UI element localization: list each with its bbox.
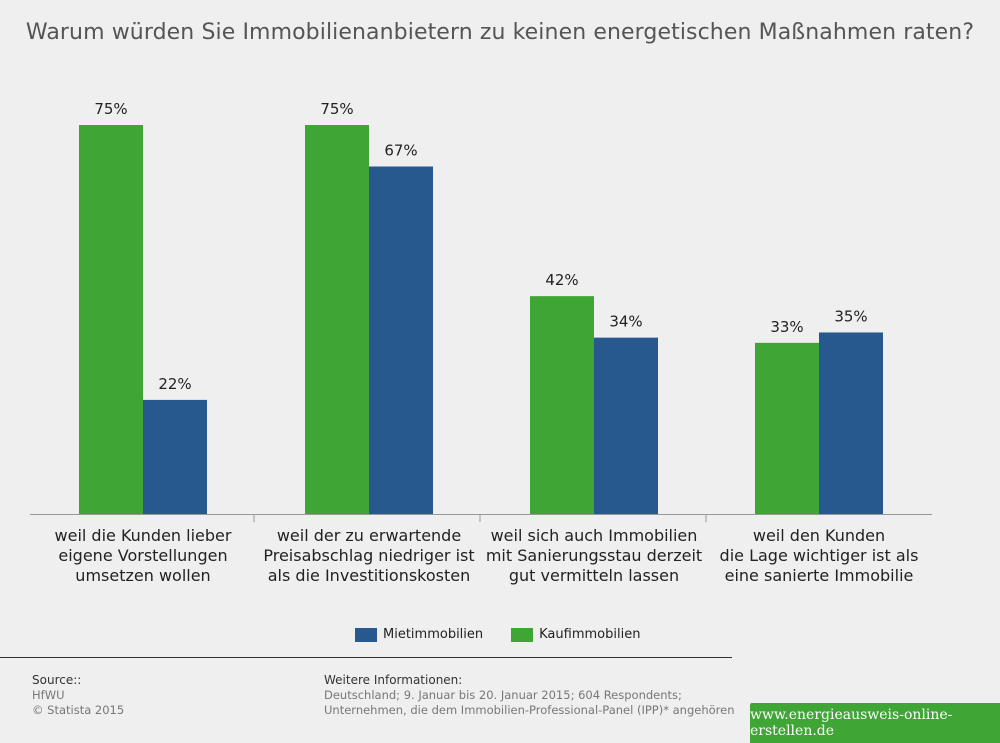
bar-miet	[819, 332, 883, 514]
category-label: die Lage wichtiger ist als	[720, 546, 919, 565]
source-heading: Source::	[32, 673, 82, 687]
data-label: 42%	[545, 271, 578, 289]
category-label: eine sanierte Immobilie	[725, 566, 914, 585]
legend-label-miet: Mietimmobilien	[383, 627, 484, 642]
bar-miet	[143, 399, 207, 514]
category-label: Preisabschlag niedriger ist	[263, 546, 474, 565]
brand-link[interactable]: www.energieausweis-online-erstellen.de	[750, 703, 1000, 743]
source-line: HfWU	[32, 688, 65, 702]
info-line: Deutschland; 9. Januar bis 20. Januar 20…	[324, 688, 682, 702]
category-label: eigene Vorstellungen	[58, 546, 227, 565]
legend-label-kauf: Kaufimmobilien	[539, 627, 641, 642]
source-block: Source:: HfWU © Statista 2015	[32, 673, 124, 718]
bar-kauf	[530, 296, 594, 514]
info-heading: Weitere Informationen:	[324, 673, 463, 687]
chart-title: Warum würden Sie Immobilienanbietern zu …	[25, 20, 975, 45]
data-label: 34%	[609, 313, 642, 331]
data-label: 67%	[384, 141, 417, 159]
info-line: Unternehmen, die dem Immobilien-Professi…	[324, 703, 735, 717]
category-label: weil den Kunden	[753, 526, 885, 545]
data-label: 75%	[94, 100, 127, 118]
bar-kauf	[755, 342, 819, 514]
data-label: 35%	[834, 307, 867, 325]
legend-item-miet: Mietimmobilien	[355, 627, 483, 642]
legend-item-kauf: Kaufimmobilien	[511, 627, 640, 642]
category-label: umsetzen wollen	[75, 566, 210, 585]
source-line: © Statista 2015	[32, 703, 125, 717]
data-label: 75%	[320, 100, 353, 118]
data-label: 22%	[158, 375, 191, 393]
footer-divider	[0, 657, 732, 658]
category-label: weil die Kunden lieber	[55, 526, 232, 545]
category-label: weil der zu erwartende	[277, 526, 461, 545]
bar-miet	[594, 337, 658, 514]
bar-kauf	[305, 125, 369, 514]
bar-kauf	[79, 125, 143, 514]
legend-swatch-miet	[355, 627, 377, 642]
legend: Mietimmobilien Kaufimmobilien	[355, 627, 640, 642]
bar-miet	[369, 166, 433, 514]
legend-swatch-kauf	[511, 627, 534, 642]
info-block: Weitere Informationen: Deutschland; 9. J…	[324, 673, 735, 718]
data-label: 33%	[770, 318, 803, 336]
category-label: mit Sanierungsstau derzeit	[486, 546, 702, 565]
category-label: als die Investitionskosten	[268, 566, 471, 585]
category-label: gut vermitteln lassen	[509, 566, 679, 585]
category-label: weil sich auch Immobilien	[491, 526, 698, 545]
